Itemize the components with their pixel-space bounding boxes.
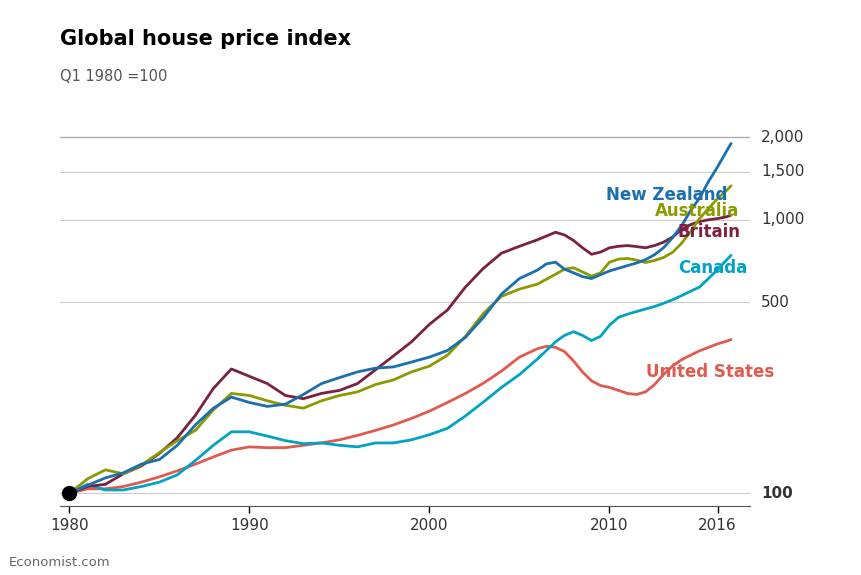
Text: 2,000: 2,000 — [760, 130, 803, 145]
Text: 1,500: 1,500 — [760, 164, 803, 179]
Text: United States: United States — [645, 363, 773, 381]
Text: 1,000: 1,000 — [760, 212, 803, 227]
Text: Economist.com: Economist.com — [9, 556, 110, 569]
Text: Global house price index: Global house price index — [60, 29, 351, 49]
Text: 100: 100 — [760, 486, 792, 501]
Text: Britain: Britain — [677, 223, 740, 241]
Text: Australia: Australia — [653, 202, 738, 220]
Text: New Zealand: New Zealand — [605, 186, 727, 204]
Text: Q1 1980 =100: Q1 1980 =100 — [60, 69, 168, 84]
Text: 500: 500 — [760, 294, 789, 310]
Text: Canada: Canada — [677, 259, 746, 277]
